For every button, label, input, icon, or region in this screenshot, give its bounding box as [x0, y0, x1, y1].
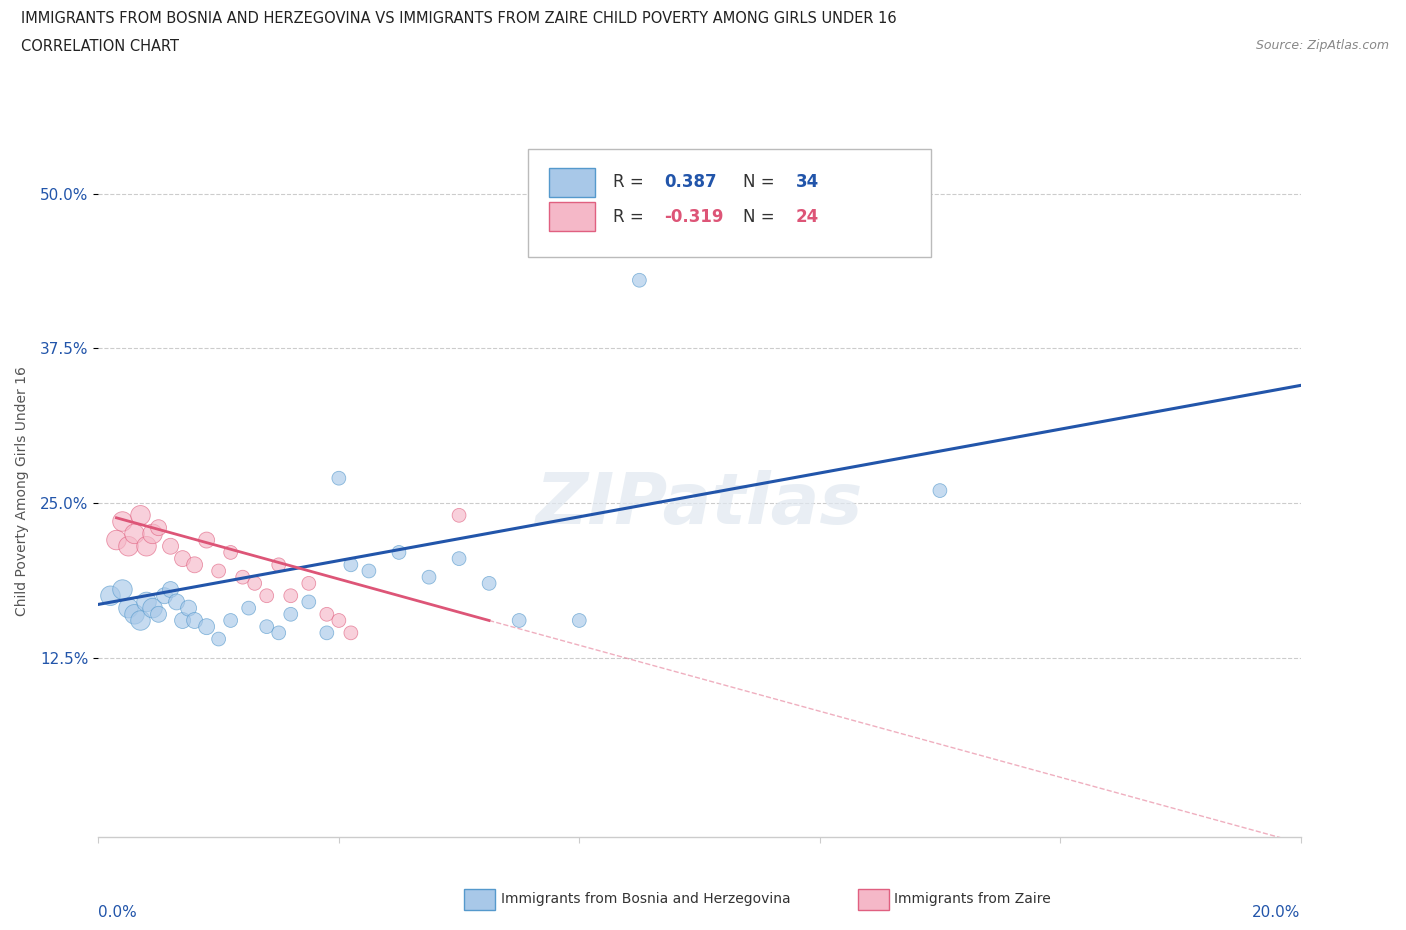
Text: R =: R = — [613, 173, 650, 192]
Point — [478, 576, 501, 591]
Point — [929, 484, 952, 498]
Text: Source: ZipAtlas.com: Source: ZipAtlas.com — [1256, 39, 1389, 52]
Point — [388, 545, 411, 560]
Text: 24: 24 — [796, 208, 818, 226]
Point — [141, 526, 163, 541]
Point — [129, 508, 152, 523]
Point — [340, 557, 363, 572]
Point — [267, 625, 290, 640]
Point — [298, 594, 321, 609]
Text: Immigrants from Bosnia and Herzegovina: Immigrants from Bosnia and Herzegovina — [501, 892, 790, 907]
Point — [315, 625, 337, 640]
Point — [166, 594, 188, 609]
Point — [315, 607, 337, 622]
FancyBboxPatch shape — [527, 149, 932, 257]
Point — [105, 533, 128, 548]
Point — [124, 526, 146, 541]
Point — [159, 582, 181, 597]
Point — [628, 272, 651, 287]
Point — [256, 589, 278, 604]
Point — [117, 538, 139, 553]
Point — [111, 582, 134, 597]
Point — [208, 564, 231, 578]
Point — [568, 613, 591, 628]
Point — [172, 551, 194, 566]
Text: -0.319: -0.319 — [665, 208, 724, 226]
Text: 34: 34 — [796, 173, 818, 192]
Point — [267, 557, 290, 572]
Text: R =: R = — [613, 208, 650, 226]
Point — [447, 551, 470, 566]
Point — [129, 613, 152, 628]
Point — [177, 601, 200, 616]
Text: 0.0%: 0.0% — [98, 905, 138, 920]
Point — [243, 576, 266, 591]
Point — [141, 601, 163, 616]
Point — [256, 619, 278, 634]
Point — [357, 564, 380, 578]
Text: Immigrants from Zaire: Immigrants from Zaire — [894, 892, 1050, 907]
Point — [447, 508, 470, 523]
Text: CORRELATION CHART: CORRELATION CHART — [21, 39, 179, 54]
Point — [280, 589, 302, 604]
Point — [135, 538, 157, 553]
Point — [100, 589, 122, 604]
Point — [418, 570, 440, 585]
Point — [340, 625, 363, 640]
Point — [328, 471, 350, 485]
Point — [238, 601, 260, 616]
Text: 20.0%: 20.0% — [1253, 905, 1301, 920]
Point — [232, 570, 254, 585]
Text: IMMIGRANTS FROM BOSNIA AND HERZEGOVINA VS IMMIGRANTS FROM ZAIRE CHILD POVERTY AM: IMMIGRANTS FROM BOSNIA AND HERZEGOVINA V… — [21, 11, 897, 26]
Point — [195, 619, 218, 634]
Point — [328, 613, 350, 628]
Point — [153, 589, 176, 604]
Point — [280, 607, 302, 622]
Point — [148, 607, 170, 622]
Y-axis label: Child Poverty Among Girls Under 16: Child Poverty Among Girls Under 16 — [15, 365, 30, 616]
Point — [298, 576, 321, 591]
Text: ZIPatlas: ZIPatlas — [536, 470, 863, 538]
FancyBboxPatch shape — [550, 203, 595, 232]
Point — [219, 613, 242, 628]
Point — [111, 514, 134, 529]
Point — [183, 557, 205, 572]
Text: 0.387: 0.387 — [665, 173, 717, 192]
Point — [172, 613, 194, 628]
Point — [195, 533, 218, 548]
Point — [208, 631, 231, 646]
Point — [117, 601, 139, 616]
Text: N =: N = — [742, 208, 780, 226]
FancyBboxPatch shape — [550, 167, 595, 197]
Point — [183, 613, 205, 628]
Text: N =: N = — [742, 173, 780, 192]
Point — [148, 520, 170, 535]
Point — [508, 613, 530, 628]
Point — [124, 607, 146, 622]
Point — [135, 594, 157, 609]
Point — [219, 545, 242, 560]
Point — [159, 538, 181, 553]
